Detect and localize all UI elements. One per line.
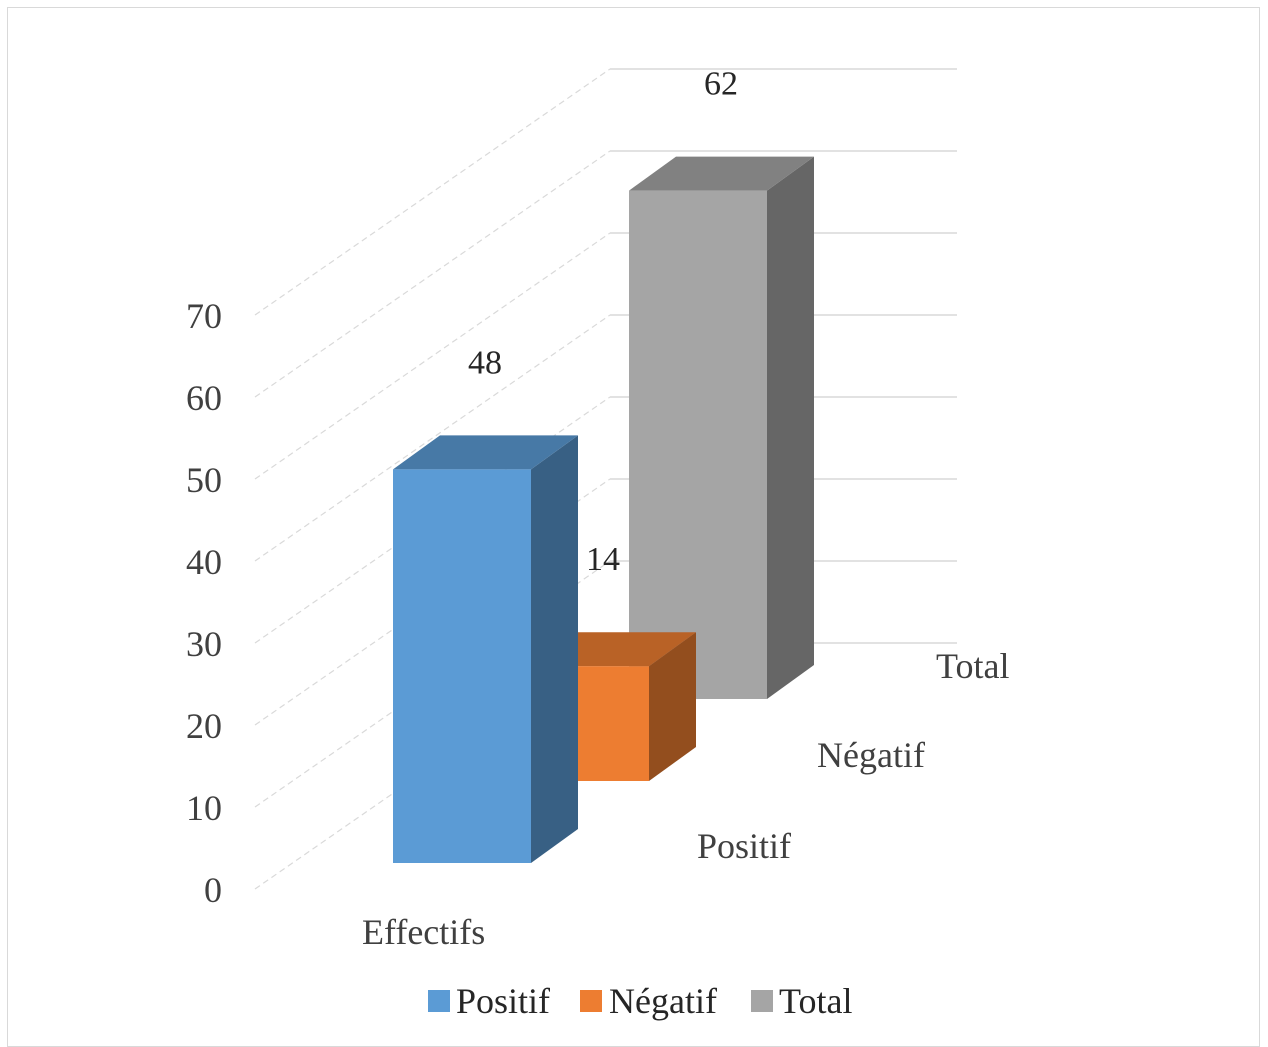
y-axis-ticks: 0 10 20 30 40 50 60 70 [186,296,222,910]
y-tick-label: 10 [186,788,222,828]
bar-top [393,435,578,470]
data-label-positif: 48 [468,344,502,381]
gridline-diagonal [254,150,611,398]
y-tick-label: 20 [186,706,222,746]
data-labels: 62 14 48 [468,66,738,579]
bars [393,156,814,863]
y-tick-label: 70 [186,296,222,336]
data-label-négatif: 14 [586,541,620,578]
legend-swatch-positif [428,990,450,1012]
bar-side [649,632,696,781]
y-tick-label: 50 [186,460,222,500]
y-tick-label: 0 [204,870,222,910]
gridline-diagonal [254,232,611,480]
legend-label-positif: Positif [456,981,550,1021]
bar-side [767,156,814,700]
depth-label-positif: Positif [697,826,791,866]
legend-swatch-negatif [580,990,602,1012]
category-label: Effectifs [362,912,485,952]
depth-label-total: Total [936,646,1009,686]
data-label-total: 62 [704,66,738,103]
gridline-diagonal [254,314,611,562]
y-tick-label: 60 [186,378,222,418]
bar-positif [393,435,578,863]
legend: Positif Négatif Total [428,981,852,1021]
bar-total [629,156,814,700]
legend-label-total: Total [779,981,852,1021]
bar-side [531,435,578,863]
gridline-diagonal [254,68,611,316]
bar-top [629,156,814,191]
y-tick-label: 40 [186,542,222,582]
legend-label-negatif: Négatif [609,981,717,1021]
depth-label-negatif: Négatif [817,735,925,775]
legend-swatch-total [751,990,773,1012]
y-tick-label: 30 [186,624,222,664]
bar-front [393,469,531,863]
bar-front [629,190,767,699]
